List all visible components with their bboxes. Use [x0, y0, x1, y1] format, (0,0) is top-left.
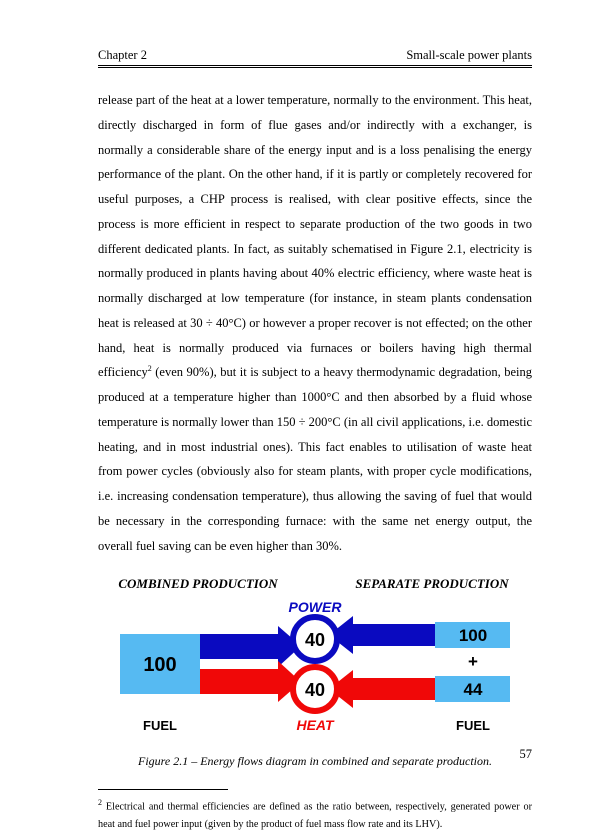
footnote-text: 2 Electrical and thermal efficiencies ar… [98, 796, 532, 833]
svg-text:+: + [468, 652, 478, 671]
svg-text:POWER: POWER [289, 599, 343, 615]
header-chapter: Chapter 2 [98, 48, 147, 63]
body-text-1: release part of the heat at a lower temp… [98, 93, 532, 379]
figure-titles: COMBINED PRODUCTION SEPARATE PRODUCTION [98, 576, 532, 592]
figure-2-1: COMBINED PRODUCTION SEPARATE PRODUCTION … [98, 576, 532, 769]
body-text-2: (even 90%), but it is subject to a heavy… [98, 365, 532, 552]
page-header: Chapter 2 Small-scale power plants [98, 48, 532, 63]
svg-text:100: 100 [143, 654, 176, 676]
header-rule [98, 65, 532, 68]
header-title: Small-scale power plants [406, 48, 532, 63]
footnote-body: Electrical and thermal efficiencies are … [98, 802, 532, 830]
body-paragraph: release part of the heat at a lower temp… [98, 88, 532, 558]
page-number: 57 [520, 747, 533, 762]
svg-text:FUEL: FUEL [143, 718, 177, 733]
footnote-separator [98, 789, 228, 790]
svg-text:44: 44 [464, 680, 483, 699]
fig-title-right: SEPARATE PRODUCTION [332, 576, 532, 592]
svg-text:40: 40 [305, 630, 325, 650]
figure-caption: Figure 2.1 – Energy flows diagram in com… [138, 754, 492, 769]
svg-text:100: 100 [459, 626, 487, 645]
svg-text:40: 40 [305, 680, 325, 700]
figure-svg-wrap: POWER 100 100 +44 40 40 FUEL HEAT FUEL [98, 594, 532, 744]
svg-text:HEAT: HEAT [296, 717, 335, 733]
fig-title-left: COMBINED PRODUCTION [98, 576, 298, 592]
svg-text:FUEL: FUEL [456, 718, 490, 733]
energy-flow-diagram: POWER 100 100 +44 40 40 FUEL HEAT FUEL [105, 594, 525, 744]
